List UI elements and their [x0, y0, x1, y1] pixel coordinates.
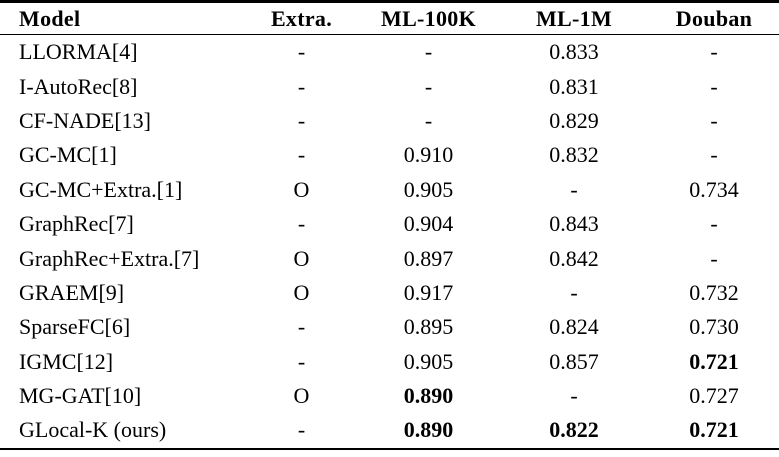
- table-row: I-AutoRec[8] - - 0.831 -: [0, 69, 779, 103]
- table-row: MG-GAT[10] O 0.890 - 0.727: [0, 379, 779, 413]
- cell-ml1m: -: [570, 383, 578, 409]
- cell-douban: 0.732: [689, 279, 739, 305]
- column-header-model: Model: [19, 5, 81, 31]
- cell-douban: 0.727: [689, 383, 739, 409]
- cell-model: IGMC[12]: [19, 348, 114, 374]
- cell-ml100k: -: [424, 73, 433, 99]
- cell-ml100k: 0.904: [403, 211, 454, 237]
- cell-model: GRAEM[9]: [19, 279, 125, 305]
- cell-douban: -: [710, 39, 718, 65]
- cell-model: GC-MC+Extra.[1]: [19, 176, 183, 202]
- cell-ml100k: 0.905: [403, 348, 454, 374]
- cell-extra: O: [293, 176, 310, 202]
- cell-ml1m: 0.843: [549, 211, 599, 237]
- cell-ml1m: 0.822: [549, 417, 599, 443]
- cell-extra: O: [293, 279, 310, 305]
- cell-model: GraphRec+Extra.[7]: [19, 245, 200, 271]
- cell-ml1m: 0.832: [549, 142, 599, 168]
- cell-ml100k: -: [424, 39, 433, 65]
- cell-extra: -: [297, 73, 306, 99]
- table-header: Model Extra. ML-100K ML-1M Douban: [0, 2, 779, 35]
- cell-extra: O: [293, 383, 310, 409]
- cell-ml1m: 0.831: [549, 73, 599, 99]
- table-row: IGMC[12] - 0.905 0.857 0.721: [0, 345, 779, 379]
- cell-ml100k: 0.917: [403, 279, 454, 305]
- cell-ml100k: 0.910: [403, 142, 454, 168]
- column-header-douban: Douban: [675, 5, 753, 31]
- column-header-extra: Extra.: [270, 5, 333, 31]
- cell-ml1m: 0.833: [549, 39, 599, 65]
- table-row: GC-MC[1] - 0.910 0.832 -: [0, 138, 779, 172]
- table-row: CF-NADE[13] - - 0.829 -: [0, 104, 779, 138]
- cell-extra: -: [297, 348, 306, 374]
- column-header-ml1m: ML-1M: [535, 5, 613, 31]
- cell-douban: 0.721: [689, 348, 739, 374]
- cell-model: GC-MC[1]: [19, 142, 117, 168]
- cell-douban: -: [710, 107, 718, 133]
- table-row: GRAEM[9] O 0.917 - 0.732: [0, 276, 779, 310]
- cell-ml100k: -: [424, 107, 433, 133]
- cell-model: MG-GAT[10]: [19, 383, 142, 409]
- cell-ml100k: 0.905: [403, 176, 454, 202]
- cell-douban: 0.730: [689, 314, 739, 340]
- cell-ml1m: 0.824: [549, 314, 599, 340]
- table-row: GraphRec+Extra.[7] O 0.897 0.842 -: [0, 241, 779, 275]
- cell-model: I-AutoRec[8]: [19, 73, 138, 99]
- cell-douban: 0.721: [689, 417, 739, 443]
- cell-extra: -: [297, 142, 306, 168]
- cell-ml100k: 0.897: [403, 245, 454, 271]
- cell-ml100k: 0.890: [403, 417, 454, 443]
- cell-model: CF-NADE[13]: [19, 107, 151, 133]
- cell-extra: -: [297, 39, 306, 65]
- cell-ml1m: -: [570, 279, 578, 305]
- cell-model: GraphRec[7]: [19, 211, 134, 237]
- cell-extra: -: [297, 107, 306, 133]
- cell-ml1m: 0.829: [549, 107, 599, 133]
- cell-model: LLORMA[4]: [19, 39, 138, 65]
- table-row: SparseFC[6] - 0.895 0.824 0.730: [0, 310, 779, 344]
- table-body: LLORMA[4] - -0.833- I-AutoRec[8] - -0.831- CF-…: [0, 35, 779, 449]
- cell-extra: O: [293, 245, 310, 271]
- cell-ml1m: 0.857: [549, 348, 599, 374]
- cell-ml100k: 0.890: [403, 383, 454, 409]
- cell-ml1m: -: [570, 176, 578, 202]
- table-row: LLORMA[4] - - 0.833 -: [0, 35, 779, 70]
- column-header-ml100k: ML-100K: [381, 5, 476, 31]
- cell-extra: -: [297, 211, 306, 237]
- cell-model: GLocal-K (ours): [19, 417, 167, 443]
- cell-extra: -: [297, 314, 306, 340]
- cell-model: SparseFC[6]: [19, 314, 131, 340]
- cell-ml1m: 0.842: [549, 245, 599, 271]
- table-row: GraphRec[7] - 0.904 0.843 -: [0, 207, 779, 241]
- table-row: GLocal-K (ours) - 0.890 0.822 0.721: [0, 413, 779, 448]
- header-row: Model Extra. ML-100K ML-1M Douban: [0, 2, 779, 35]
- cell-extra: -: [297, 417, 306, 443]
- table-row: GC-MC+Extra.[1] O 0.905 - 0.734: [0, 173, 779, 207]
- cell-ml100k: 0.895: [403, 314, 454, 340]
- cell-douban: 0.734: [689, 176, 739, 202]
- cell-douban: -: [710, 245, 718, 271]
- cell-douban: -: [710, 142, 718, 168]
- cell-douban: -: [710, 73, 718, 99]
- cell-douban: -: [710, 211, 718, 237]
